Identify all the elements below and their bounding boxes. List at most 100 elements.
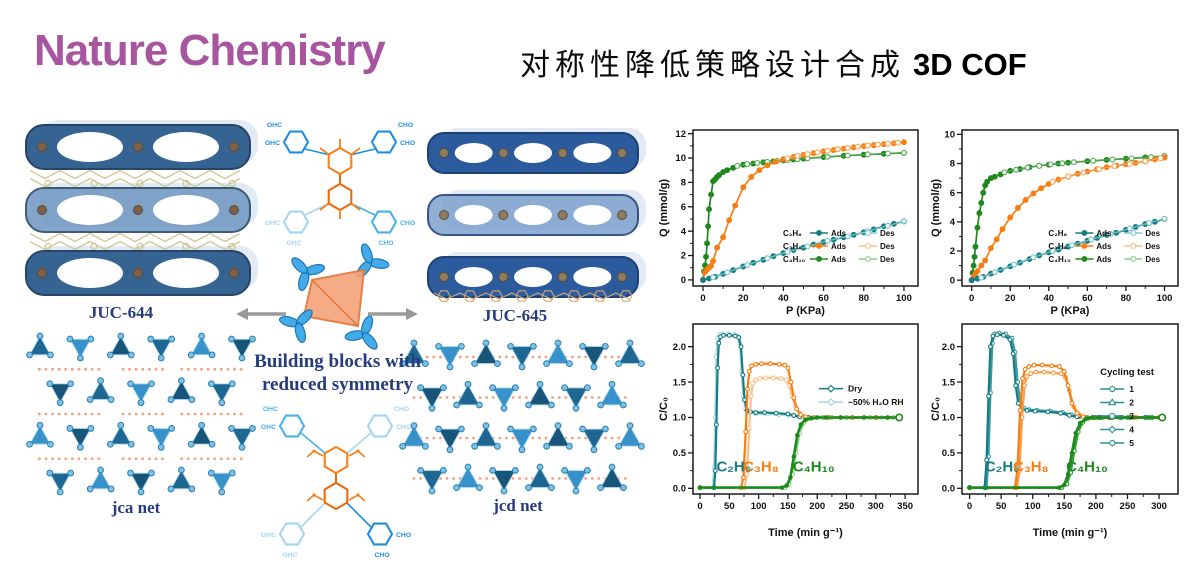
svg-text:CHO: CHO	[394, 406, 409, 413]
svg-text:C₂H₆: C₂H₆	[985, 458, 1020, 475]
svg-text:P (KPa): P (KPa)	[786, 305, 825, 317]
svg-text:Des: Des	[1145, 229, 1160, 238]
svg-text:40: 40	[1043, 293, 1054, 304]
svg-text:Ads: Ads	[831, 255, 847, 264]
svg-text:4: 4	[681, 226, 687, 237]
isotherm-chart-juc644: 0 20 40 60 80 100 0 2 4 6 8 10 12 P (KPa) Q (mmol/g) C₂…	[656, 120, 930, 320]
svg-text:100: 100	[1025, 501, 1041, 512]
svg-text:2.0: 2.0	[942, 342, 955, 353]
svg-text:12: 12	[675, 129, 686, 140]
svg-text:Q (mmol/g): Q (mmol/g)	[930, 179, 942, 237]
svg-text:C₂H₆: C₂H₆	[783, 229, 802, 238]
svg-text:CHO: CHO	[396, 532, 411, 539]
svg-text:Des: Des	[1145, 242, 1160, 251]
svg-text:C₄H₁₀: C₄H₁₀	[783, 255, 806, 264]
svg-text:C₄H₁₀: C₄H₁₀	[1048, 255, 1071, 264]
svg-text:C₄H₁₀: C₄H₁₀	[1066, 458, 1108, 475]
svg-text:2: 2	[681, 251, 686, 262]
svg-text:50: 50	[724, 501, 735, 512]
svg-text:Time (min g⁻¹): Time (min g⁻¹)	[768, 527, 843, 539]
svg-text:1.0: 1.0	[673, 413, 686, 424]
svg-text:P (KPa): P (KPa)	[1051, 305, 1090, 317]
svg-text:C₃H₈: C₃H₈	[1013, 458, 1049, 475]
svg-text:6: 6	[950, 188, 955, 199]
svg-text:60: 60	[818, 293, 829, 304]
svg-text:C₃H₈: C₃H₈	[783, 242, 802, 251]
breakthrough-chart-cycling: 0 50 100 150 200 250 300 0.0 0.5 1.0 1.5 2.0 Time (m…	[928, 316, 1190, 542]
svg-text:C/C₀: C/C₀	[930, 397, 942, 421]
svg-text:OHC: OHC	[263, 406, 278, 413]
svg-text:2: 2	[1129, 398, 1134, 408]
svg-text:Ads: Ads	[1096, 255, 1112, 264]
svg-text:200: 200	[809, 501, 825, 512]
svg-text:OHC: OHC	[265, 220, 280, 227]
svg-text:Ads: Ads	[1096, 242, 1112, 251]
svg-text:50: 50	[996, 501, 1007, 512]
svg-text:20: 20	[738, 293, 749, 304]
svg-text:0: 0	[967, 501, 972, 512]
svg-text:CHO: CHO	[378, 240, 393, 247]
svg-text:20: 20	[1005, 293, 1016, 304]
svg-text:0.5: 0.5	[942, 448, 956, 459]
svg-text:200: 200	[1088, 501, 1104, 512]
building-blocks-caption: Building blocks with reduced symmetry	[235, 350, 440, 396]
svg-text:Des: Des	[1145, 255, 1160, 264]
svg-text:CHO: CHO	[396, 424, 411, 431]
svg-text:Des: Des	[880, 242, 895, 251]
svg-text:0: 0	[681, 275, 686, 286]
svg-text:150: 150	[1056, 501, 1072, 512]
svg-text:OHC: OHC	[267, 122, 282, 129]
svg-text:Q (mmol/g): Q (mmol/g)	[658, 179, 670, 237]
svg-text:1: 1	[1129, 384, 1134, 394]
svg-text:8: 8	[681, 178, 686, 189]
svg-text:CHO: CHO	[400, 220, 415, 227]
svg-text:1.0: 1.0	[942, 413, 955, 424]
svg-text:0: 0	[969, 293, 974, 304]
monomer-molecule-bottom-image: OHC OHC CHO CHO OHC OHC CHO CHO	[261, 406, 411, 559]
svg-text:1.5: 1.5	[673, 377, 687, 388]
svg-text:Ads: Ads	[831, 242, 847, 251]
svg-text:100: 100	[896, 293, 912, 304]
isotherm-chart-juc645: 0 20 40 60 80 100 0 2 4 6 8 10 P (KPa) Q (mmol/g) C₂H₆…	[928, 120, 1190, 320]
svg-text:100: 100	[1157, 293, 1173, 304]
caption-line-2: reduced symmetry	[261, 374, 414, 395]
svg-text:0: 0	[697, 501, 702, 512]
svg-text:8: 8	[950, 159, 955, 170]
svg-text:OHC: OHC	[286, 240, 301, 247]
svg-text:Dry: Dry	[848, 384, 862, 394]
svg-text:CHO: CHO	[398, 122, 413, 129]
jca-net-structure-image	[26, 332, 256, 496]
svg-text:4: 4	[1129, 425, 1134, 435]
svg-text:0.5: 0.5	[673, 448, 687, 459]
svg-text:OHC: OHC	[261, 532, 276, 539]
svg-text:CHO: CHO	[374, 552, 389, 559]
jcd-net-label: jcd net	[493, 496, 543, 515]
svg-text:C₄H₁₀: C₄H₁₀	[793, 458, 835, 475]
svg-text:Des: Des	[880, 229, 895, 238]
juc-644-label: JUC-644	[88, 303, 154, 322]
juc-645-structure-image	[427, 128, 646, 302]
svg-text:0.0: 0.0	[942, 484, 955, 495]
svg-text:0: 0	[700, 293, 705, 304]
svg-text:60: 60	[1082, 293, 1093, 304]
svg-text:C₃H₈: C₃H₈	[743, 458, 779, 475]
svg-text:3: 3	[1129, 411, 1134, 421]
jca-net-label: jca net	[111, 498, 161, 517]
svg-text:0: 0	[950, 275, 955, 286]
svg-text:Cycling test: Cycling test	[1100, 367, 1155, 378]
svg-text:4: 4	[950, 217, 956, 228]
svg-text:10: 10	[944, 130, 955, 141]
svg-text:80: 80	[1121, 293, 1132, 304]
breakthrough-chart-humidity: 0 50 100 150 200 250 300 350 0.0 0.5 1.0 1.5 2.0 Time…	[656, 316, 930, 542]
svg-text:~50% H₂O RH: ~50% H₂O RH	[848, 397, 904, 407]
svg-text:2: 2	[950, 246, 955, 257]
svg-text:1.5: 1.5	[942, 377, 956, 388]
svg-text:80: 80	[858, 293, 869, 304]
svg-text:OHC: OHC	[261, 424, 276, 431]
arrow-left-icon	[236, 308, 286, 320]
svg-text:OHC: OHC	[282, 552, 297, 559]
svg-text:5: 5	[1129, 438, 1134, 448]
svg-text:C₃H₈: C₃H₈	[1048, 242, 1067, 251]
monomer-molecule-top-image: OHC OHC CHO CHO OHC OHC CHO CHO	[265, 122, 415, 247]
